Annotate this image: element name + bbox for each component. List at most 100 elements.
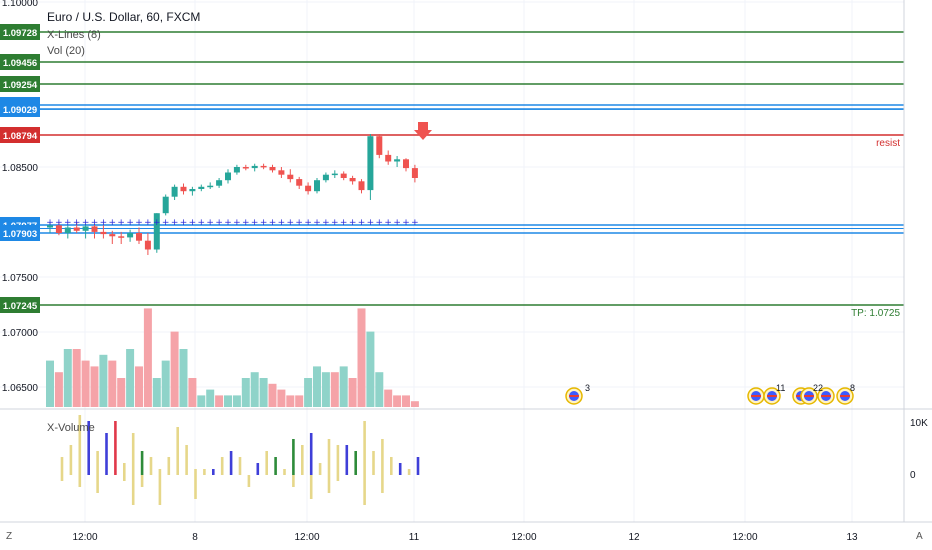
plus-markers: + + + + + + + + + + + + + + + + + + + + + + + + + + + + + + + + + + + + + + + +… (46, 218, 418, 228)
plus-marker: + (260, 218, 268, 228)
plus-marker: + (242, 218, 250, 228)
event-flag-stripe (751, 395, 761, 397)
x-volume-bar (167, 457, 171, 475)
price-badge (0, 297, 40, 313)
volume-bar (286, 395, 295, 407)
candle-body (233, 167, 240, 173)
plus-marker: + (367, 218, 375, 228)
x-volume-bar (194, 475, 197, 499)
indicator-x-volume[interactable]: X-Volume (47, 422, 95, 434)
volume-bar (143, 308, 152, 407)
plus-marker: + (73, 218, 81, 228)
volume-bar (241, 378, 250, 407)
plus-marker: + (46, 218, 54, 228)
x-volume-bar (238, 457, 242, 475)
volume-bar (72, 349, 81, 407)
x-volume-bar (336, 475, 340, 481)
x-volume-bar (140, 451, 144, 475)
indicator-volume[interactable]: Vol (20) (47, 45, 85, 57)
x-volume-bar (131, 475, 135, 505)
chart-title[interactable]: Euro / U.S. Dollar, 60, FXCM (47, 10, 201, 24)
x-volume-bar (292, 475, 295, 487)
x-volume-bar (407, 469, 411, 475)
plus-marker: + (180, 218, 188, 228)
volume-bar (268, 383, 277, 407)
plus-marker: + (278, 218, 286, 228)
candle-body (171, 186, 178, 197)
x-volume-bar (78, 475, 82, 487)
x-volume-bar (158, 469, 162, 475)
plus-marker: + (206, 218, 214, 228)
volume-bar (135, 366, 143, 407)
plus-marker: + (91, 218, 99, 228)
event-markers[interactable]: 3 11 22 8 (565, 383, 855, 405)
event-flag-stripe (767, 395, 777, 397)
plus-marker: + (109, 218, 117, 228)
time-tick-label: 12 (628, 532, 640, 543)
x-volume-bar (105, 433, 108, 475)
price-badge-label: 1.09254 (3, 80, 38, 91)
xvol-tick-0: 0 (910, 470, 916, 481)
candle-body (305, 185, 312, 192)
plus-marker: + (295, 218, 303, 228)
indicator-x-lines[interactable]: X-Lines (8) (47, 29, 101, 41)
price-badge-label: 1.08794 (3, 131, 38, 142)
volume-bar (232, 395, 241, 407)
x-volume-bar (114, 421, 117, 475)
time-tick-label: 12:00 (72, 532, 97, 543)
volume-bar (375, 372, 384, 407)
tp-label: TP: 1.0725 (851, 308, 900, 319)
candle-body (73, 227, 80, 231)
x-volume-bar (131, 433, 135, 475)
volume-bar (384, 389, 393, 407)
x-volume-bar (327, 475, 331, 493)
volume-bar (215, 395, 224, 407)
resist-label: resist (876, 138, 900, 149)
volume-bar (339, 366, 348, 407)
zoom-button[interactable]: Z (6, 531, 12, 542)
price-badge (0, 225, 40, 241)
plus-marker: + (153, 218, 161, 228)
plus-marker: + (135, 218, 143, 228)
candle-body (47, 225, 53, 228)
candle-body (269, 167, 276, 171)
x-volume-bar (158, 475, 162, 505)
time-axis[interactable]: 12:00 8 12:00 11 12:00 12 12:00 13 (72, 532, 858, 543)
price-tick-label: 1.10000 (2, 0, 39, 9)
event-count: 22 (813, 383, 823, 393)
auto-scale-button[interactable]: A (916, 531, 923, 542)
volume-bar (99, 354, 108, 407)
event-count: 3 (585, 383, 590, 393)
x-volume-bar (309, 433, 313, 475)
x-volume-bar (301, 445, 304, 475)
candle-body (225, 172, 231, 181)
x-volume-bar (149, 457, 153, 475)
x-volume-bar (381, 439, 384, 475)
time-tick-label: 13 (846, 532, 858, 543)
x-volume-bar (194, 469, 197, 475)
candle-body (189, 189, 196, 192)
event-flag-stripe (569, 395, 579, 397)
candle-body (109, 234, 116, 237)
x-volume-bar (247, 475, 251, 487)
candle-body (180, 186, 187, 192)
price-axis[interactable]: 1.10000 1.08500 1.07500 1.07000 1.06500 (2, 0, 39, 394)
volume-bar (126, 349, 135, 407)
plus-marker: + (224, 218, 232, 228)
x-volume-bar (363, 475, 366, 505)
x-volume-bar (123, 475, 126, 481)
candle-body (198, 186, 205, 189)
plus-marker: + (313, 218, 321, 228)
candle-body (349, 178, 356, 182)
volume-bar (188, 378, 197, 407)
volume-bar (304, 378, 313, 407)
plus-marker: + (126, 218, 134, 228)
plus-marker: + (117, 218, 125, 228)
down-arrow-icon (414, 122, 432, 140)
plus-marker: + (349, 218, 357, 228)
volume-bar (197, 395, 206, 407)
plus-marker: + (162, 218, 170, 228)
x-volume-bar (398, 463, 402, 475)
price-tick-label: 1.08500 (2, 163, 39, 174)
